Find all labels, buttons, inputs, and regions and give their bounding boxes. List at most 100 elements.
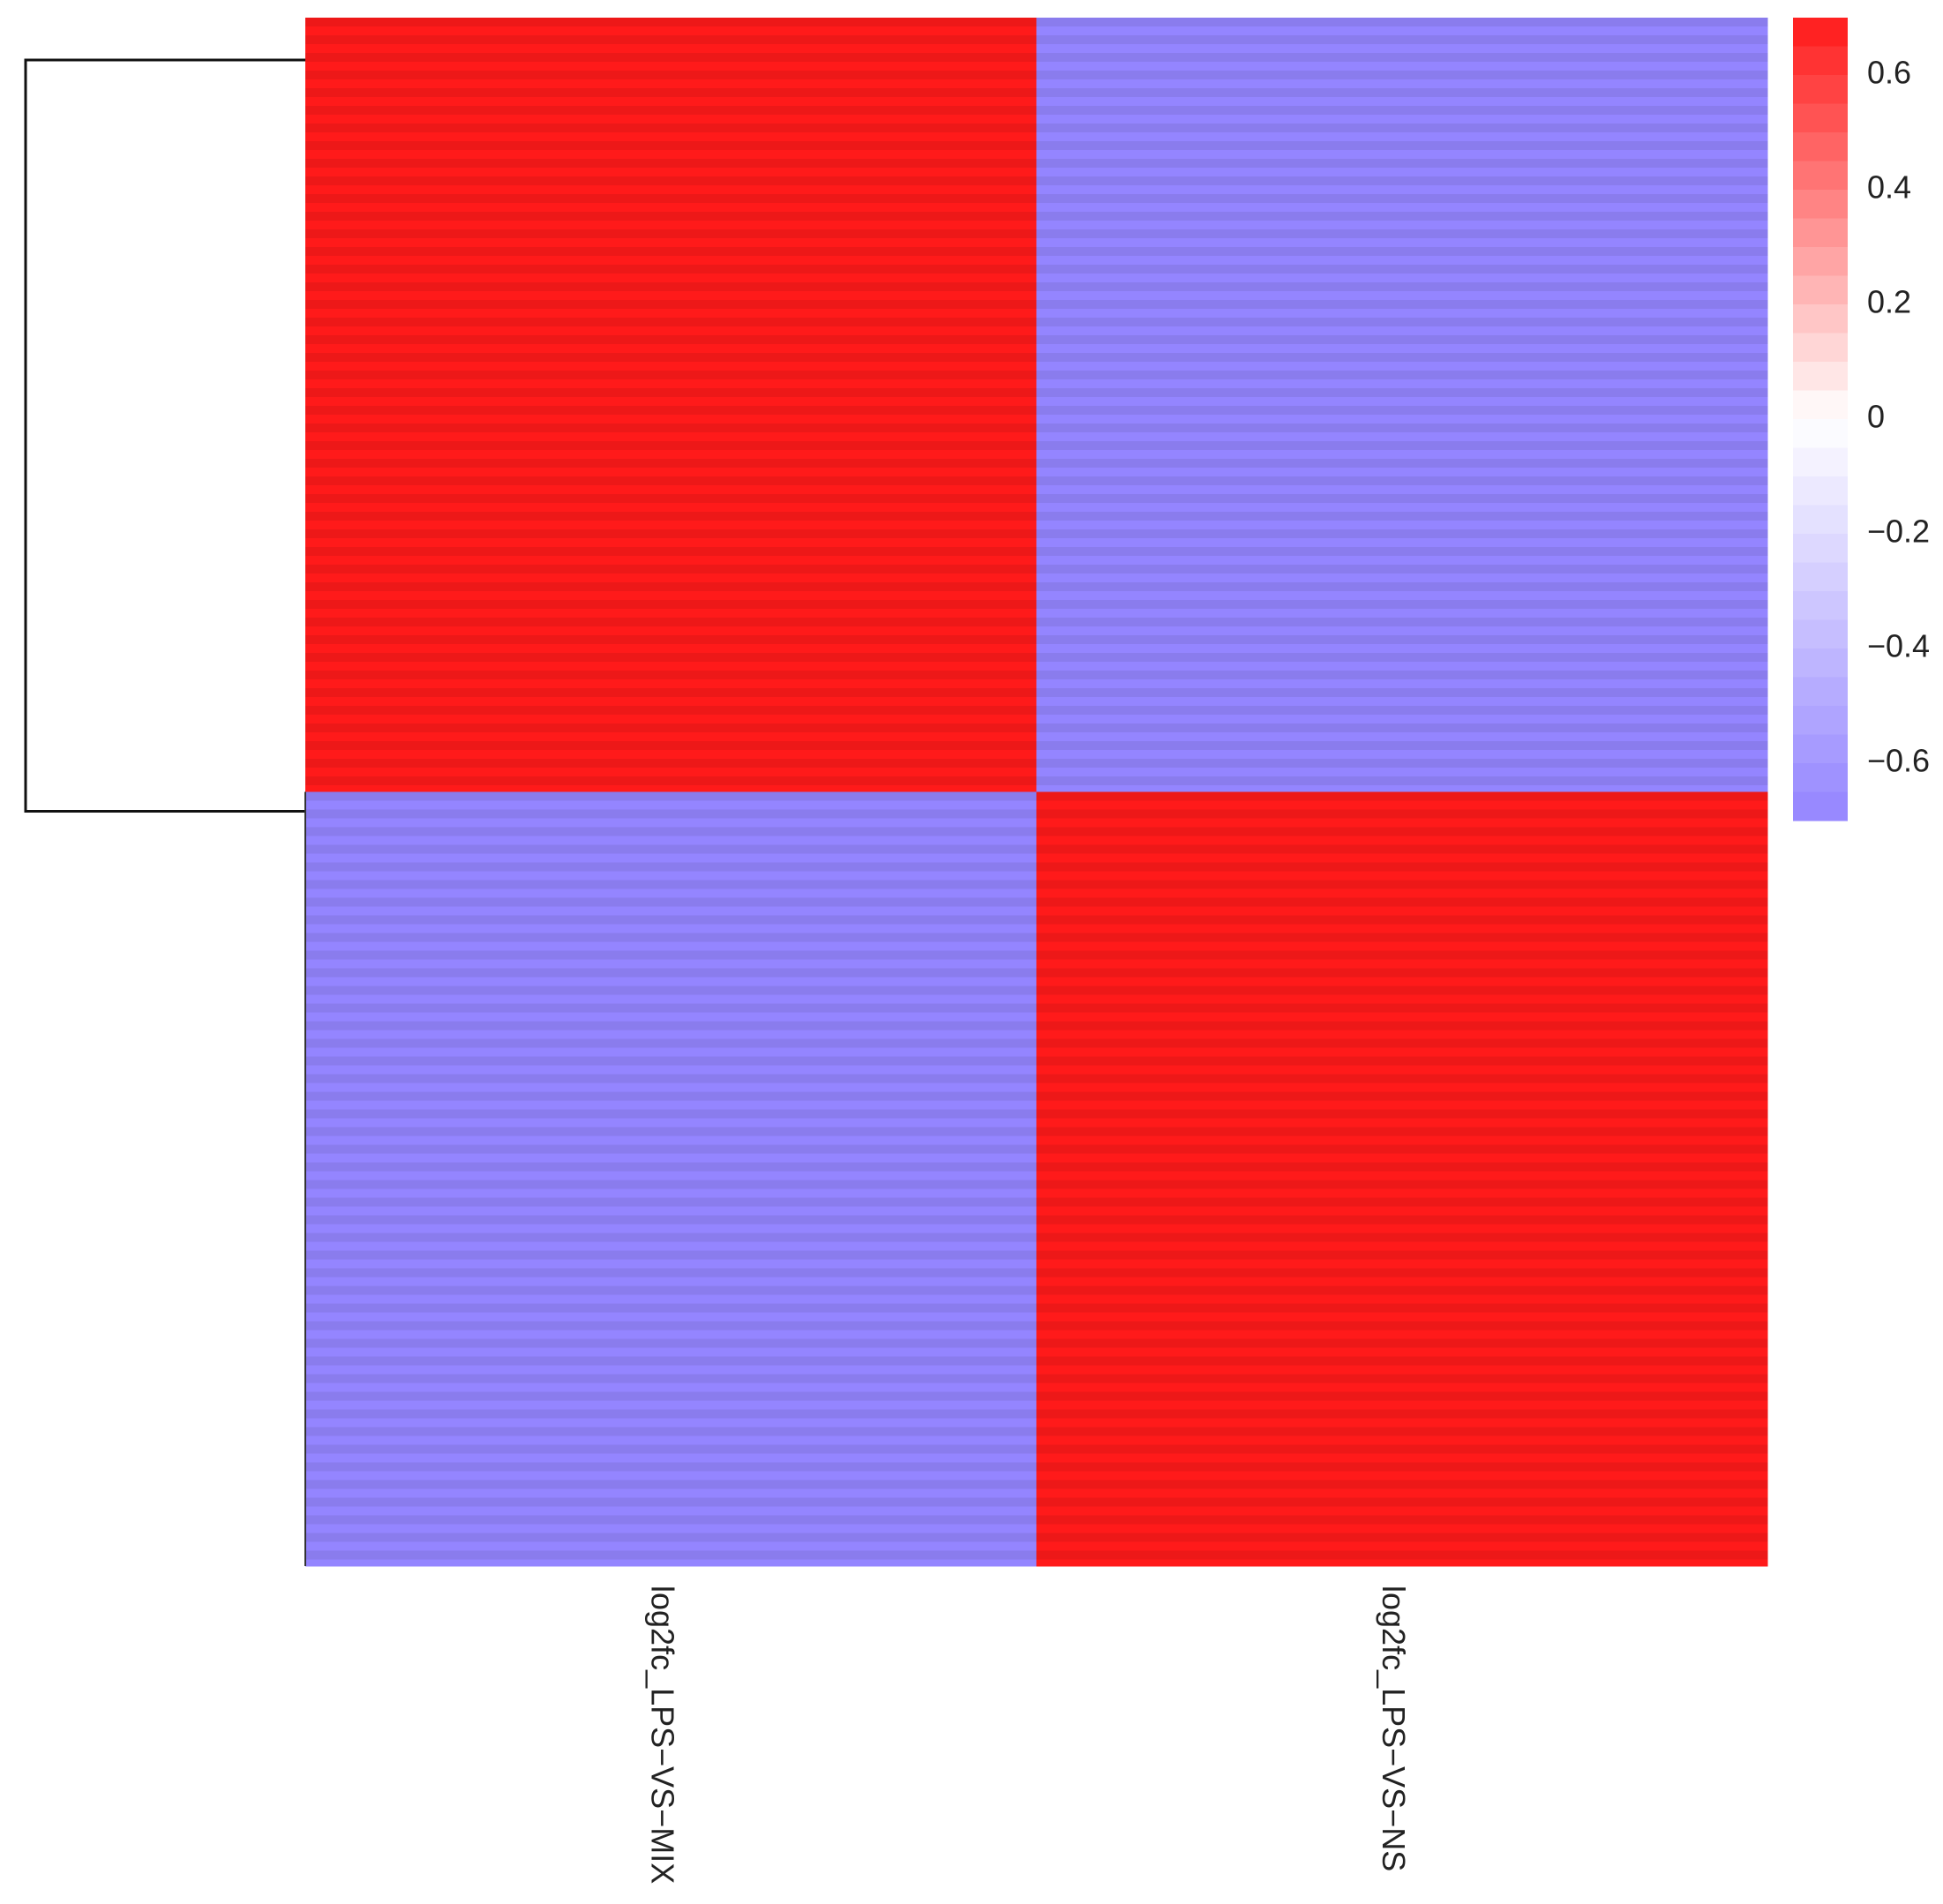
row-band bbox=[1036, 106, 1768, 115]
row-band bbox=[1036, 565, 1768, 573]
legend-swatch bbox=[1793, 677, 1848, 707]
row-band bbox=[305, 1391, 1037, 1401]
legend-swatch bbox=[1793, 505, 1848, 535]
row-band bbox=[1036, 1409, 1768, 1419]
row-band bbox=[1036, 759, 1768, 768]
row-band bbox=[305, 1533, 1037, 1542]
legend-swatch bbox=[1793, 18, 1848, 48]
legend-tick-label: 0 bbox=[1867, 399, 1885, 435]
legend-swatch bbox=[1793, 476, 1848, 506]
row-band bbox=[305, 371, 1037, 379]
legend-swatch bbox=[1793, 75, 1848, 105]
legend-swatch bbox=[1793, 161, 1848, 191]
row-band bbox=[305, 1480, 1037, 1489]
row-band bbox=[1036, 1533, 1768, 1542]
row-band bbox=[1036, 124, 1768, 132]
row-band bbox=[305, 1074, 1037, 1083]
row-band bbox=[1036, 1056, 1768, 1066]
row-band bbox=[1036, 1180, 1768, 1189]
row-band bbox=[1036, 159, 1768, 168]
row-band bbox=[305, 671, 1037, 679]
row-band bbox=[305, 565, 1037, 573]
row-band bbox=[1036, 897, 1768, 907]
row-band bbox=[305, 1056, 1037, 1066]
row-band bbox=[305, 1162, 1037, 1172]
row-band bbox=[305, 1144, 1037, 1154]
row-band bbox=[1036, 880, 1768, 889]
row-band bbox=[305, 827, 1037, 836]
row-band bbox=[1036, 141, 1768, 150]
legend-tick-label: −0.2 bbox=[1867, 513, 1930, 550]
row-band bbox=[1036, 653, 1768, 662]
row-band bbox=[1036, 282, 1768, 291]
row-band bbox=[1036, 1250, 1768, 1260]
row-band bbox=[1036, 459, 1768, 468]
row-band bbox=[305, 1197, 1037, 1207]
legend-swatch bbox=[1793, 333, 1848, 363]
row-band bbox=[305, 759, 1037, 768]
row-band bbox=[305, 194, 1037, 203]
row-band bbox=[1036, 688, 1768, 697]
row-band bbox=[1036, 194, 1768, 203]
row-band bbox=[305, 897, 1037, 907]
row-band bbox=[305, 618, 1037, 626]
row-band bbox=[1036, 388, 1768, 397]
row-band bbox=[1036, 1444, 1768, 1454]
row-band bbox=[305, 53, 1037, 62]
row-band bbox=[305, 1444, 1037, 1454]
row-band bbox=[305, 723, 1037, 732]
row-band bbox=[1036, 862, 1768, 872]
row-band bbox=[1036, 1215, 1768, 1225]
legend-swatch bbox=[1793, 648, 1848, 678]
row-band bbox=[305, 388, 1037, 397]
legend-swatch bbox=[1793, 562, 1848, 592]
row-band bbox=[1036, 35, 1768, 44]
row-band bbox=[305, 476, 1037, 485]
row-band bbox=[1036, 723, 1768, 732]
row-banding bbox=[1036, 18, 1768, 785]
row-band bbox=[305, 582, 1037, 591]
row-band bbox=[305, 1321, 1037, 1331]
row-band bbox=[1036, 986, 1768, 995]
heatmap-cells bbox=[304, 18, 1768, 1567]
row-band bbox=[305, 635, 1037, 644]
row-band bbox=[305, 1180, 1037, 1189]
row-band bbox=[305, 776, 1037, 785]
row-band bbox=[1036, 476, 1768, 485]
row-band bbox=[1036, 915, 1768, 925]
legend-swatch bbox=[1793, 46, 1848, 76]
row-band bbox=[1036, 1286, 1768, 1295]
row-band bbox=[1036, 1321, 1768, 1331]
row-band bbox=[305, 335, 1037, 344]
row-band bbox=[305, 862, 1037, 872]
row-band bbox=[1036, 1462, 1768, 1472]
row-band bbox=[1036, 618, 1768, 626]
row-band bbox=[1036, 1162, 1768, 1172]
row-band bbox=[1036, 1515, 1768, 1525]
row-band bbox=[1036, 1356, 1768, 1366]
row-band bbox=[305, 1427, 1037, 1436]
row-band bbox=[1036, 1003, 1768, 1013]
column-label-2: log2fc_LPS−VS−NS bbox=[1376, 1585, 1412, 1871]
row-band bbox=[305, 71, 1037, 79]
row-band bbox=[305, 106, 1037, 115]
row-band bbox=[305, 968, 1037, 978]
legend-swatch bbox=[1793, 132, 1848, 162]
row-band bbox=[1036, 600, 1768, 609]
legend-swatch bbox=[1793, 247, 1848, 277]
row-band bbox=[1036, 512, 1768, 521]
row-band bbox=[1036, 300, 1768, 309]
legend-swatch bbox=[1793, 591, 1848, 621]
legend-tick-label: −0.4 bbox=[1867, 628, 1930, 664]
legend-swatch bbox=[1793, 218, 1848, 248]
row-band bbox=[1036, 1109, 1768, 1119]
row-band bbox=[305, 915, 1037, 925]
row-band bbox=[1036, 1127, 1768, 1136]
row-band bbox=[1036, 582, 1768, 591]
row-band bbox=[1036, 1391, 1768, 1401]
row-band bbox=[305, 1550, 1037, 1560]
row-band bbox=[305, 600, 1037, 609]
row-band bbox=[1036, 424, 1768, 432]
row-band bbox=[305, 459, 1037, 468]
row-band bbox=[305, 1515, 1037, 1525]
